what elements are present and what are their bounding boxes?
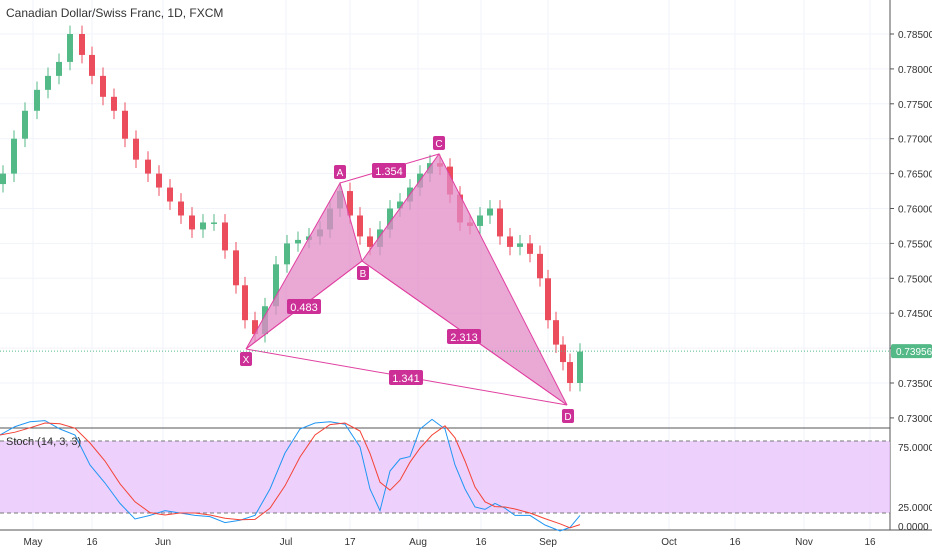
harmonic-pattern[interactable]: 0.483 1.354 2.313 1.341 X A B C D bbox=[240, 136, 574, 423]
point-badge-c[interactable]: C bbox=[433, 136, 445, 150]
stoch-d-line bbox=[0, 422, 581, 529]
point-badge-d[interactable]: D bbox=[562, 409, 574, 423]
time-tick-label: 16 bbox=[729, 537, 741, 548]
time-tick-label: Jul bbox=[280, 537, 293, 548]
candle[interactable] bbox=[133, 130, 139, 169]
candle[interactable] bbox=[507, 228, 513, 256]
time-tick-label: May bbox=[24, 537, 43, 548]
time-tick-label: Oct bbox=[661, 537, 677, 548]
ratio-label: 0.483 bbox=[290, 302, 318, 314]
current-price-badge: 0.73956 bbox=[891, 344, 932, 359]
stoch-axis[interactable]: 75.0000 25.0000 0.0000 bbox=[898, 443, 932, 533]
candle[interactable] bbox=[100, 67, 106, 106]
price-tick-label: 0.73500 bbox=[898, 379, 932, 390]
stoch-tick-label: 75.0000 bbox=[898, 443, 932, 454]
candle[interactable] bbox=[211, 214, 217, 231]
point-badge-x[interactable]: X bbox=[240, 352, 252, 366]
candle[interactable] bbox=[295, 231, 301, 252]
point-label: X bbox=[243, 355, 250, 366]
candle[interactable] bbox=[545, 269, 551, 329]
ratio-badge-xad[interactable]: 1.341 bbox=[389, 370, 423, 385]
candle[interactable] bbox=[156, 165, 162, 196]
stoch-legend: Stoch (14, 3, 3) bbox=[6, 436, 82, 448]
stoch-tick-label: 0.0000 bbox=[898, 522, 929, 533]
candle[interactable] bbox=[560, 336, 566, 371]
candle[interactable] bbox=[477, 207, 483, 235]
price-tick-label: 0.73000 bbox=[898, 414, 932, 425]
time-tick-label: 17 bbox=[344, 537, 356, 548]
stochastic-pane[interactable]: 75.0000 25.0000 0.0000 bbox=[0, 418, 932, 533]
time-tick-label: 16 bbox=[864, 537, 876, 548]
price-tick-label: 0.76500 bbox=[898, 170, 932, 181]
price-tick-label: 0.74500 bbox=[898, 309, 932, 320]
price-tick-label: 0.75500 bbox=[898, 239, 932, 250]
current-price-label: 0.73956 bbox=[896, 347, 932, 358]
time-tick-label: Aug bbox=[409, 537, 427, 548]
candle[interactable] bbox=[89, 46, 95, 85]
point-badge-a[interactable]: A bbox=[334, 165, 346, 179]
candle[interactable] bbox=[111, 88, 117, 120]
candle[interactable] bbox=[22, 102, 28, 148]
candle[interactable] bbox=[233, 242, 239, 294]
stoch-band bbox=[0, 441, 890, 513]
candle[interactable] bbox=[553, 311, 559, 353]
time-tick-label: Nov bbox=[795, 537, 813, 548]
candle[interactable] bbox=[567, 353, 573, 392]
price-tick-label: 0.77500 bbox=[898, 100, 932, 111]
candle[interactable] bbox=[178, 193, 184, 224]
ratio-label: 2.313 bbox=[450, 332, 478, 344]
candle[interactable] bbox=[517, 235, 523, 256]
point-label: D bbox=[564, 412, 571, 423]
time-axis[interactable]: May 16 Jun Jul 17 Aug 16 Sep Oct 16 Nov 16 bbox=[24, 537, 876, 548]
candle[interactable] bbox=[537, 245, 543, 287]
stoch-tick-label: 25.0000 bbox=[898, 503, 932, 514]
chart-title: Canadian Dollar/Swiss Franc, 1D, FXCM bbox=[6, 6, 224, 20]
candle[interactable] bbox=[497, 200, 503, 245]
candle[interactable] bbox=[200, 214, 206, 238]
candle[interactable] bbox=[122, 102, 128, 148]
time-tick-label: Jun bbox=[155, 537, 171, 548]
point-badge-b[interactable]: B bbox=[357, 266, 369, 280]
candle[interactable] bbox=[242, 276, 248, 329]
ratio-label: 1.341 bbox=[392, 373, 420, 385]
candle[interactable] bbox=[67, 25, 73, 71]
time-tick-label: 16 bbox=[475, 537, 487, 548]
price-tick-label: 0.77000 bbox=[898, 135, 932, 146]
price-tick-label: 0.78000 bbox=[898, 65, 932, 76]
candle[interactable] bbox=[79, 25, 85, 64]
candle[interactable] bbox=[56, 53, 62, 85]
candle[interactable] bbox=[45, 67, 51, 99]
ratio-badge-bcd[interactable]: 2.313 bbox=[447, 329, 481, 344]
candle[interactable] bbox=[222, 214, 228, 259]
time-tick-label: 16 bbox=[86, 537, 98, 548]
candle[interactable] bbox=[357, 207, 363, 245]
candle[interactable] bbox=[34, 81, 40, 120]
point-label: B bbox=[360, 269, 367, 280]
price-tick-label: 0.75000 bbox=[898, 274, 932, 285]
candle[interactable] bbox=[487, 200, 493, 224]
price-tick-label: 0.76000 bbox=[898, 205, 932, 216]
candle[interactable] bbox=[527, 235, 533, 263]
candle[interactable] bbox=[167, 179, 173, 210]
price-tick-label: 0.78500 bbox=[898, 30, 932, 41]
candle[interactable] bbox=[284, 235, 290, 273]
candle[interactable] bbox=[145, 151, 151, 182]
ratio-badge-abc[interactable]: 1.354 bbox=[372, 163, 406, 178]
candle[interactable] bbox=[11, 130, 17, 182]
point-label: C bbox=[435, 139, 442, 150]
time-tick-label: Sep bbox=[539, 537, 557, 548]
point-label: A bbox=[337, 168, 344, 179]
ratio-badge-xab[interactable]: 0.483 bbox=[287, 299, 321, 314]
candle[interactable] bbox=[189, 207, 195, 238]
candle[interactable] bbox=[0, 165, 6, 193]
ratio-label: 1.354 bbox=[375, 166, 403, 178]
